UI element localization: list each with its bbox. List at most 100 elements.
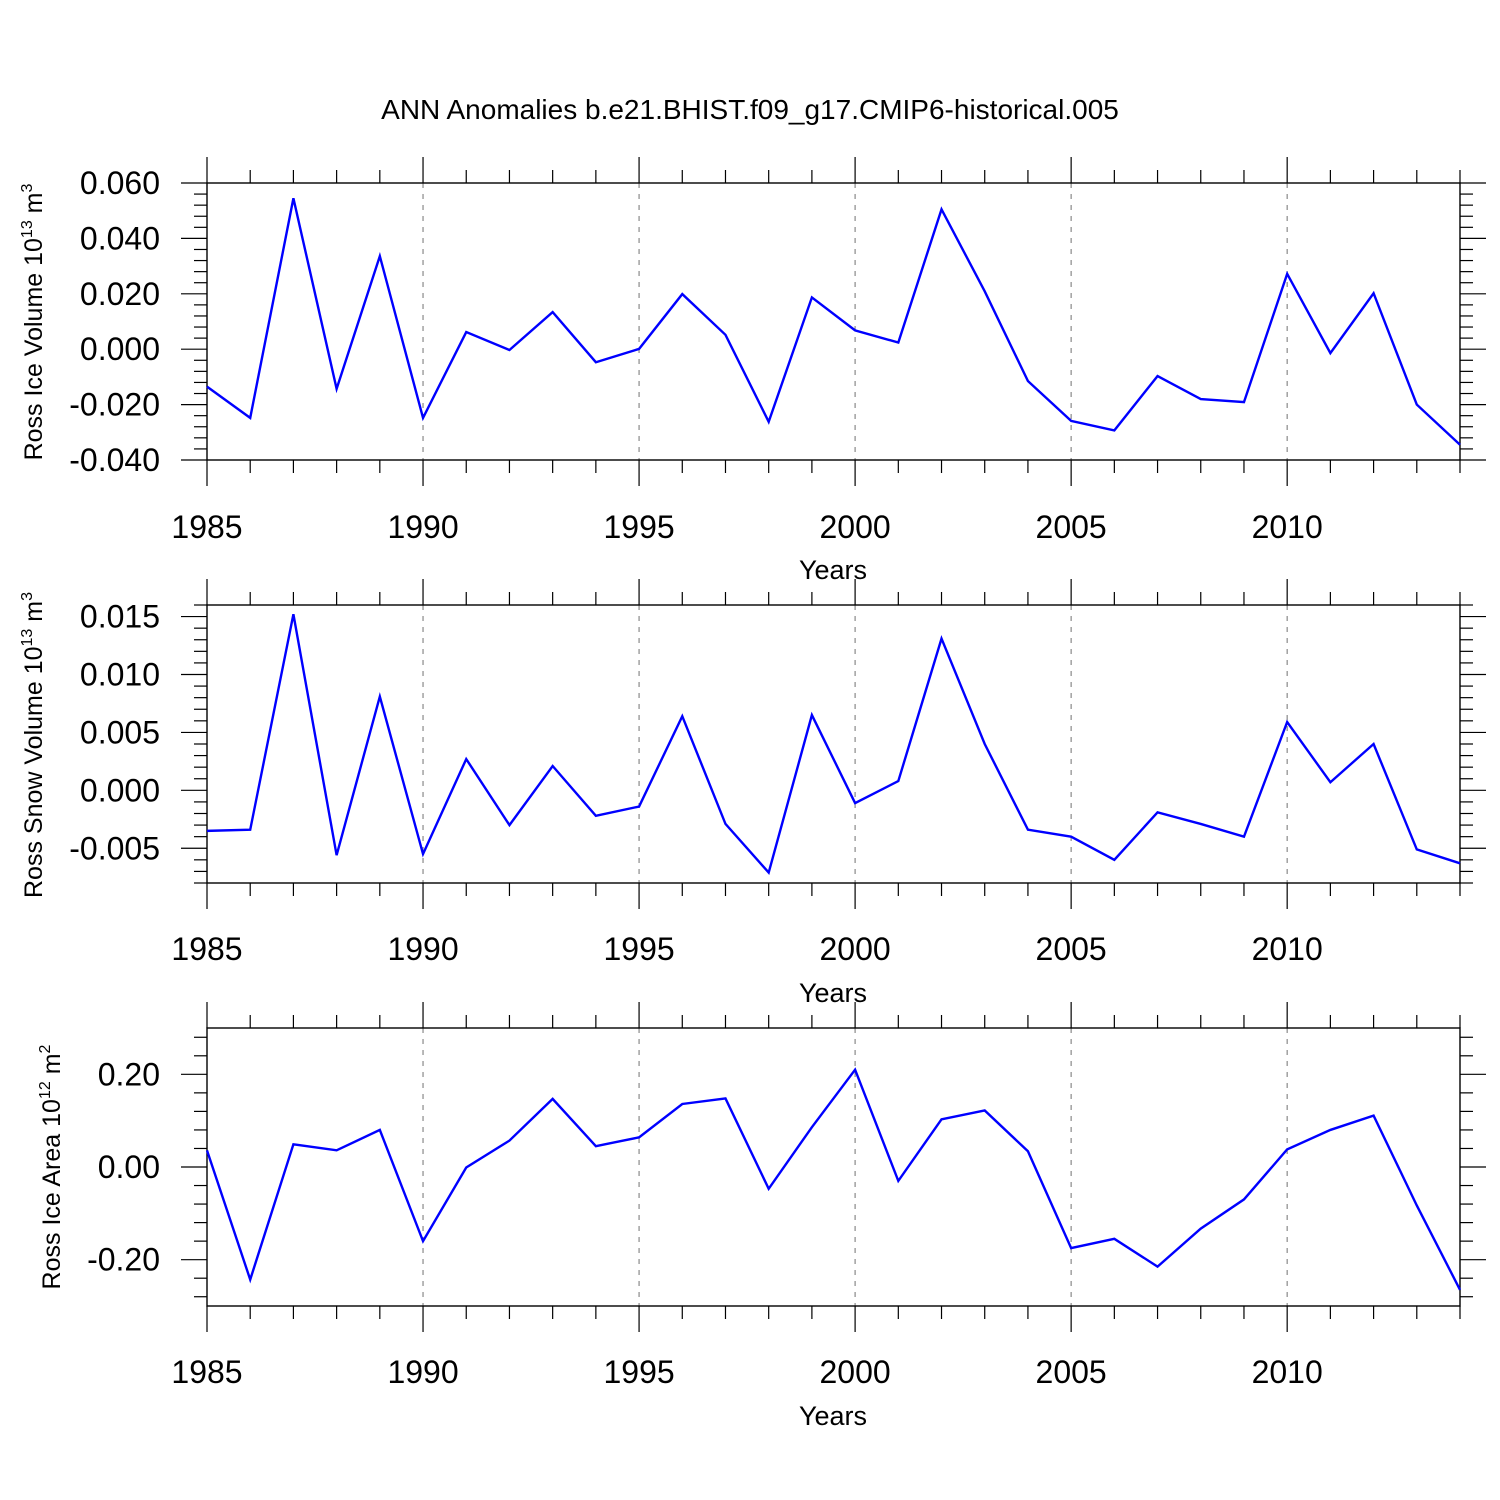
data-point: [1113, 429, 1115, 431]
data-point: [1070, 835, 1072, 837]
data-point: [379, 695, 381, 697]
y-axis-title-superscript: 3: [19, 183, 36, 192]
x-tick-label: 1985: [171, 509, 242, 545]
x-tick-label: 1990: [387, 931, 458, 967]
series-line: [206, 614, 1461, 876]
data-point: [1329, 352, 1331, 354]
x-axis-title: Years: [799, 978, 867, 1008]
y-axis-title-superscript: 12: [37, 1081, 54, 1099]
data-point: [1243, 835, 1245, 837]
y-tick-label: -0.040: [69, 442, 160, 478]
y-tick-label: 0.040: [80, 220, 160, 256]
panel-3: -0.20 0.00 0.20 1985 1990 1995 2000 2005 2010 Yea…: [37, 1002, 1486, 1431]
data-point: [681, 715, 683, 717]
x-tick-label: 1985: [171, 1354, 242, 1390]
data-point: [1156, 375, 1158, 377]
data-point: [1459, 444, 1461, 446]
data-point: [984, 743, 986, 745]
y-tick-label: 0.00: [98, 1149, 160, 1185]
y-tick-label: 0.015: [80, 599, 160, 635]
y-axis-title: Ross Ice Area 1012 m2: [37, 1044, 66, 1289]
panel-2: -0.005 0.000 0.005 0.010 0.015 1985 1990 1995 20…: [19, 579, 1486, 1008]
data-point: [1113, 859, 1115, 861]
data-point: [854, 1069, 856, 1071]
data-point: [422, 853, 424, 855]
x-tick-label: 1995: [603, 509, 674, 545]
data-point: [811, 714, 813, 716]
data-point: [508, 1139, 510, 1141]
x-tick-label: 2000: [820, 509, 891, 545]
series-line: [205, 1067, 1462, 1291]
data-point: [335, 854, 337, 856]
data-point: [984, 290, 986, 292]
data-point: [1156, 811, 1158, 813]
data-point: [379, 1129, 381, 1131]
x-tick-label: 1990: [387, 1354, 458, 1390]
y-axis-title-part: Ross Ice Volume 10: [20, 238, 48, 460]
x-tick-label: 2010: [1252, 931, 1323, 967]
data-point: [1286, 1148, 1288, 1150]
y-tick-label: 0.20: [98, 1056, 160, 1092]
y-tick-label: 0.005: [80, 714, 160, 750]
x-tick-label: 1990: [387, 509, 458, 545]
data-point: [249, 1278, 251, 1280]
x-axis-title: Years: [799, 1401, 867, 1431]
data-point: [465, 331, 467, 333]
data-point: [1329, 781, 1331, 783]
y-tick-label: -0.020: [69, 387, 160, 423]
data-point: [1459, 862, 1461, 864]
data-point: [1027, 380, 1029, 382]
data-point: [897, 1180, 899, 1182]
data-point: [1329, 1129, 1331, 1131]
data-point: [1286, 273, 1288, 275]
data-point: [1416, 403, 1418, 405]
data-point: [681, 293, 683, 295]
y-tick-label: 0.020: [80, 276, 160, 312]
data-point: [638, 805, 640, 807]
data-point: [1459, 1289, 1461, 1291]
x-tick-label: 2000: [820, 1354, 891, 1390]
y-axis-title-superscript: 13: [19, 220, 36, 238]
data-point: [940, 637, 942, 639]
data-point: [724, 1097, 726, 1099]
data-point: [249, 417, 251, 419]
data-point: [984, 1109, 986, 1111]
y-axis-title-part: Ross Snow Volume 10: [20, 646, 48, 898]
data-point: [940, 208, 942, 210]
data-point: [811, 296, 813, 298]
data-point: [854, 802, 856, 804]
data-point: [767, 1188, 769, 1190]
data-point: [854, 329, 856, 331]
y-axis-title-superscript: 13: [19, 629, 36, 647]
y-tick-label: 0.010: [80, 657, 160, 693]
data-point: [897, 780, 899, 782]
data-point: [206, 830, 208, 832]
x-tick-label: 1985: [171, 931, 242, 967]
data-point: [379, 255, 381, 257]
data-point: [595, 1145, 597, 1147]
x-tick-label: 2010: [1252, 509, 1323, 545]
plot-frame: [206, 182, 1461, 461]
data-point: [1200, 1227, 1202, 1229]
y-tick-label: 0.000: [80, 331, 160, 367]
data-point: [292, 197, 294, 199]
y-axis-title-part: Ross Ice Area 10: [38, 1099, 66, 1289]
y-tick-label: -0.20: [87, 1242, 160, 1278]
data-point: [767, 871, 769, 873]
data-point: [206, 385, 208, 387]
data-point: [206, 1149, 208, 1151]
data-point: [508, 824, 510, 826]
data-point: [767, 421, 769, 423]
data-point: [638, 348, 640, 350]
data-point: [940, 1118, 942, 1120]
x-tick-label: 2005: [1036, 1354, 1107, 1390]
data-point: [1027, 829, 1029, 831]
x-tick-label: 2005: [1036, 509, 1107, 545]
y-tick-label: 0.060: [80, 165, 160, 201]
data-point: [1243, 1198, 1245, 1200]
y-axis-title-part: m: [20, 601, 48, 629]
data-point: [335, 388, 337, 390]
data-point: [595, 815, 597, 817]
data-point: [1372, 1114, 1374, 1116]
